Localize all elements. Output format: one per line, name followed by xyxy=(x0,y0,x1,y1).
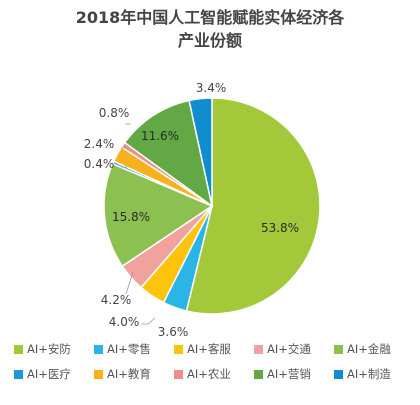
pie-chart: 53.8% 3.6% 4.0% 4.2% 15.8% 0.4% 2.4% 0.8% 11.6% 3… xyxy=(84,81,321,339)
chart-legend: AI+安防 AI+零售 AI+客服 AI+交通 AI+金融 AI+医疗 AI+教育 AI+农业… xyxy=(14,341,414,382)
legend-label: AI+安防 xyxy=(27,342,71,356)
pie-slice-5 xyxy=(103,162,214,268)
chart-title-line-2: 产业份额 xyxy=(177,31,242,50)
data-label-1: 53.8% xyxy=(261,221,299,235)
legend-swatch xyxy=(334,369,343,379)
legend-swatch xyxy=(254,369,263,379)
legend-swatch xyxy=(174,344,183,354)
legend-swatch xyxy=(334,344,343,354)
data-label-9: 11.6% xyxy=(141,129,179,143)
legend-swatch xyxy=(254,344,263,354)
pie-slice-9 xyxy=(123,99,214,208)
legend-item-7: AI+教育 xyxy=(94,366,174,382)
data-label-4: 4.2% xyxy=(101,293,132,307)
legend-item-6: AI+医疗 xyxy=(14,366,94,382)
legend-swatch xyxy=(14,369,23,379)
chart-title-line-1: 2018年中国人工智能赋能实体经济各 xyxy=(75,8,345,27)
leader-line-3 xyxy=(141,317,156,325)
data-label-7: 2.4% xyxy=(84,137,115,151)
chart-title: 2018年中国人工智能赋能实体经济各 产业份额 xyxy=(0,6,420,52)
legend-swatch xyxy=(14,344,23,354)
data-label-10: 3.4% xyxy=(196,81,227,95)
legend-item-3: AI+客服 xyxy=(174,341,254,357)
legend-item-1: AI+安防 xyxy=(14,341,94,357)
legend-swatch xyxy=(174,369,183,379)
legend-label: AI+零售 xyxy=(107,342,151,356)
data-label-5: 15.8% xyxy=(112,210,150,224)
legend-item-5: AI+金融 xyxy=(334,341,414,357)
legend-label: AI+金融 xyxy=(347,342,391,356)
legend-item-9: AI+营销 xyxy=(254,366,334,382)
legend-item-8: AI+农业 xyxy=(174,366,254,382)
legend-label: AI+农业 xyxy=(187,367,231,381)
leader-line-4 xyxy=(125,271,134,295)
pie-slice-10 xyxy=(188,97,213,207)
legend-label: AI+制造 xyxy=(347,367,391,381)
data-label-2: 3.6% xyxy=(158,325,189,339)
legend-label: AI+医疗 xyxy=(27,367,71,381)
legend-label: AI+交通 xyxy=(267,342,311,356)
data-label-6: 0.4% xyxy=(84,157,115,171)
legend-swatch xyxy=(94,344,103,354)
legend-item-2: AI+零售 xyxy=(94,341,174,357)
data-label-8: 0.8% xyxy=(99,106,130,120)
legend-item-10: AI+制造 xyxy=(334,366,414,382)
legend-label: AI+教育 xyxy=(107,367,151,381)
legend-label: AI+客服 xyxy=(187,342,231,356)
legend-label: AI+营销 xyxy=(267,367,311,381)
data-label-3: 4.0% xyxy=(109,315,140,329)
legend-swatch xyxy=(94,369,103,379)
legend-item-4: AI+交通 xyxy=(254,341,334,357)
pie-slice-1 xyxy=(185,97,321,315)
